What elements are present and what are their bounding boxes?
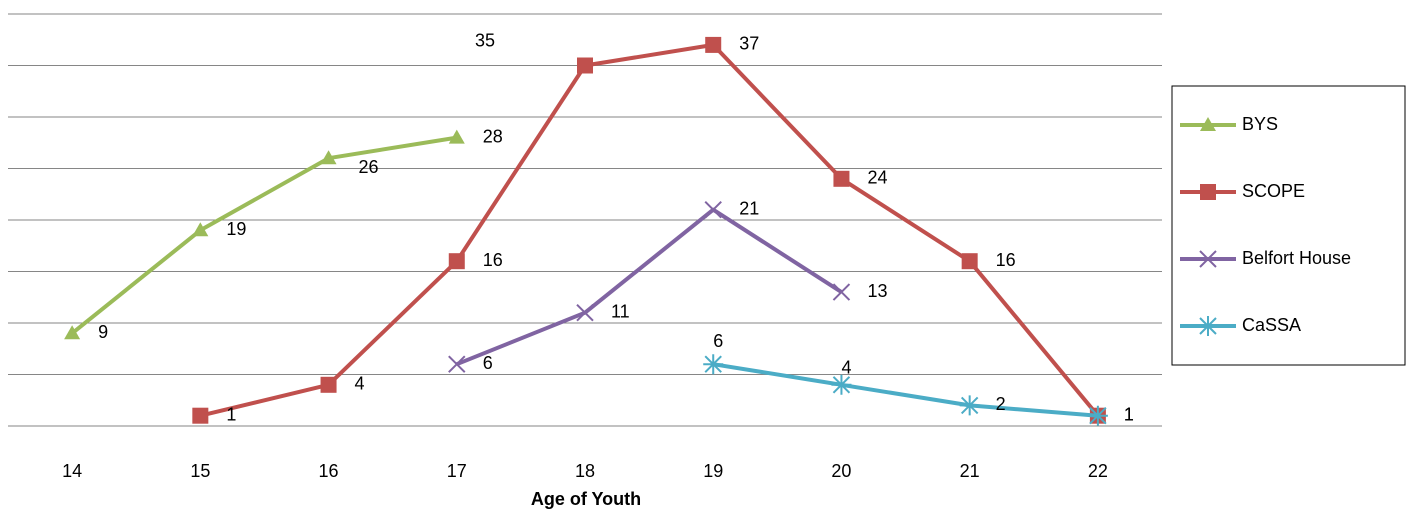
marker xyxy=(192,222,209,237)
data-label: 1 xyxy=(226,404,236,424)
marker xyxy=(1087,405,1108,426)
marker xyxy=(703,354,724,375)
series: 9 19 26 28 xyxy=(64,126,503,342)
x-tick-label: 15 xyxy=(190,461,210,481)
marker xyxy=(705,36,722,53)
marker xyxy=(1199,250,1217,268)
x-tick-label: 14 xyxy=(62,461,82,481)
line xyxy=(70,135,458,335)
series: 6 4 2 1 xyxy=(703,331,1134,426)
marker xyxy=(576,303,594,322)
data-label: 13 xyxy=(867,281,887,301)
line xyxy=(199,42,1100,418)
data-label: 37 xyxy=(739,34,759,54)
x-tick-label: 19 xyxy=(703,461,723,481)
data-label: 2 xyxy=(996,394,1006,414)
marker xyxy=(448,355,466,373)
marker xyxy=(577,57,593,74)
marker xyxy=(704,200,722,219)
legend-label: CaSSA xyxy=(1242,315,1301,335)
marker xyxy=(833,170,850,187)
data-label: 26 xyxy=(359,157,379,177)
data-label: 24 xyxy=(867,168,887,188)
legend-label: BYS xyxy=(1242,114,1278,134)
marker xyxy=(1200,117,1216,131)
x-tick-label: 17 xyxy=(447,461,467,481)
marker xyxy=(192,407,209,424)
data-label: 21 xyxy=(739,198,759,218)
x-tick-label: 21 xyxy=(960,461,980,481)
data-label: 1 xyxy=(1124,404,1134,424)
x-tick-label: 18 xyxy=(575,461,595,481)
marker xyxy=(1200,184,1216,200)
series: 6 11 21 13 xyxy=(448,198,887,373)
data-label: 28 xyxy=(483,126,503,146)
data-label: 6 xyxy=(483,353,493,373)
marker xyxy=(448,129,465,144)
line xyxy=(712,362,1099,418)
x-tick-label: 22 xyxy=(1088,461,1108,481)
marker xyxy=(961,253,978,270)
x-axis-label: Age of Youth xyxy=(531,489,641,509)
marker xyxy=(448,253,465,270)
data-label: 9 xyxy=(98,322,108,342)
line xyxy=(456,207,843,367)
data-label: 16 xyxy=(996,250,1016,270)
legend-label: Belfort House xyxy=(1242,248,1351,268)
data-label: 1 xyxy=(1124,404,1134,424)
marker xyxy=(832,283,851,301)
data-label: 16 xyxy=(483,250,503,270)
marker xyxy=(320,150,337,165)
legend-box xyxy=(1171,85,1406,366)
data-label: 35 xyxy=(475,30,495,50)
data-label: 11 xyxy=(611,301,630,321)
data-label: 19 xyxy=(226,219,246,239)
data-label: 4 xyxy=(355,374,365,394)
x-tick-label: 16 xyxy=(319,461,339,481)
marker xyxy=(831,374,852,395)
x-tick-label: 20 xyxy=(831,461,851,481)
marker xyxy=(320,376,337,393)
marker xyxy=(64,325,81,340)
data-label: 6 xyxy=(713,331,723,351)
legend-label: SCOPE xyxy=(1242,181,1305,201)
marker xyxy=(1198,316,1218,336)
data-label: 4 xyxy=(841,358,851,378)
marker xyxy=(959,395,980,416)
